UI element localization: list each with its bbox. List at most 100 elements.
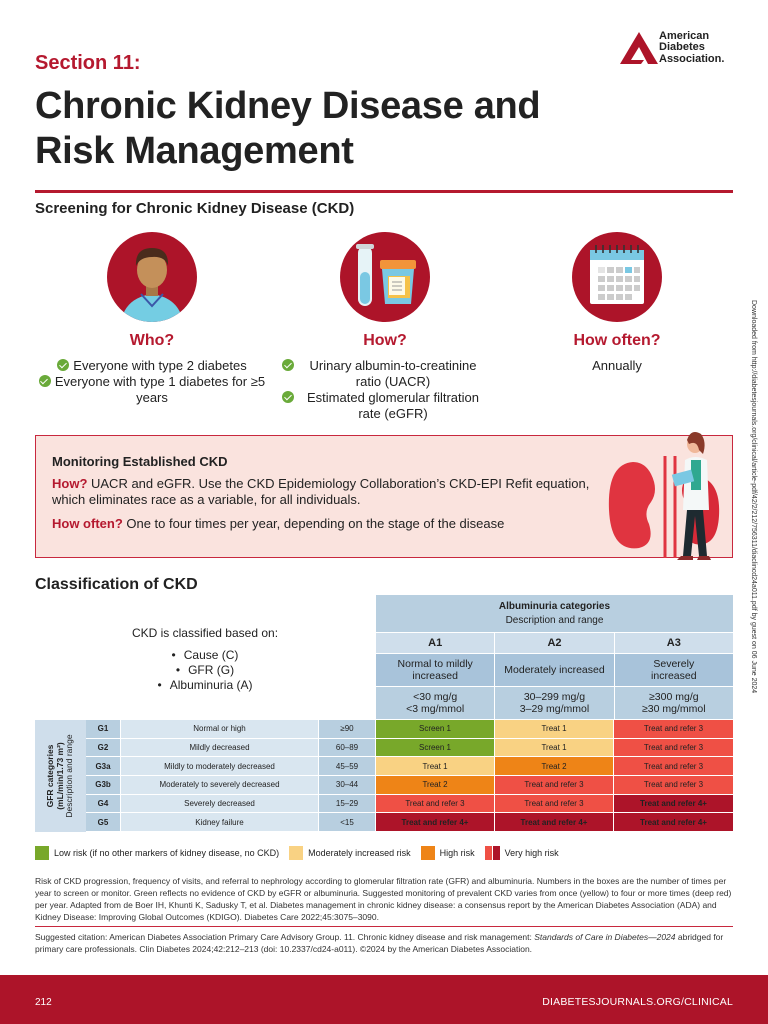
logo-line-3: Association. [659,52,725,65]
gfr-row-g2: G2 Mildly decreased 60–89 Screen 1 Treat 1 Tr… [86,738,733,758]
gfr-code: G5 [86,813,121,832]
legend-item-low: Low risk (if no other markers of kidney … [35,846,279,860]
how-item: Estimated glomerular filtration rate (eG… [265,390,505,422]
screening-column-how-often: How often? Annually [497,232,737,374]
albuminuria-code-a3: A3 [614,633,733,654]
gfr-code: G1 [86,720,121,739]
how-often-title: How often? [573,332,661,349]
gfr-range: <15 [319,813,376,832]
logo-line-1: American [659,29,710,42]
risk-cell-a3: Treat and refer 3 [614,757,733,776]
check-circle-icon [57,359,70,371]
classification-basis: GFR (G) [35,663,375,678]
journal-url-link[interactable]: DIABETESJOURNALS.ORG/CLINICAL [542,996,733,1008]
gfr-category-label: GFR categories (mL/min/1.73 m²) Descript… [35,720,86,832]
screening-column-how: How? Urinary albumin-to-creatinine ratio… [265,232,505,422]
risk-cell-a2: Treat and refer 3 [495,776,614,795]
who-item: Everyone with type 2 diabetes [32,358,272,374]
calendar-icon [572,232,662,322]
risk-cell-a1: Treat and refer 4+ [376,813,495,832]
person-avatar-icon [107,232,197,322]
how-often-item: Annually [592,358,642,373]
albuminuria-header-table: Albuminuria categories Description and r… [376,595,733,720]
gfr-range: 60–89 [319,738,376,758]
monitoring-title: Monitoring Established CKD [52,454,228,469]
risk-cell-a3: Treat and refer 3 [614,776,733,795]
kidney-and-doctor-illustration-icon [608,432,720,560]
albuminuria-desc-a3: Severely increased [614,654,733,687]
page-footer: 212 DIABETESJOURNALS.ORG/CLINICAL [0,975,768,1024]
who-title: Who? [129,332,175,349]
who-items: Everyone with type 2 diabetes Everyone w… [32,358,272,406]
logo-line-2: Diabetes [659,41,705,54]
albuminuria-subtitle: Description and range [505,615,604,626]
risk-cell-a3: Treat and refer 4+ [614,813,733,832]
legend-swatch [420,846,435,860]
albuminuria-code-row: A1 A2 A3 [376,633,733,654]
gfr-description: Moderately to severely decreased [121,776,319,795]
check-circle-icon [282,359,294,371]
risk-cell-a1: Treat 2 [376,776,495,795]
check-circle-icon [282,391,294,403]
page-title: Chronic Kidney Disease and Risk Manageme… [35,84,541,174]
gfr-code: G3a [86,757,121,776]
gfr-row-g4: G4 Severely decreased 15–29 Treat and refer… [86,794,733,814]
albuminuria-desc-a2: Moderately increased [495,654,615,687]
risk-cell-a3: Treat and refer 3 [614,720,733,739]
albuminuria-desc-a1: Normal to mildly increased [376,654,496,687]
page-number: 212 [35,997,52,1008]
table-footnote: Risk of CKD progression, frequency of vi… [35,876,732,922]
albuminuria-range-a1: <30 mg/g <3 mg/mmol [376,687,496,720]
suggested-citation: Suggested citation: American Diabetes As… [35,932,724,954]
risk-cell-a3: Treat and refer 3 [614,738,733,758]
albuminuria-code-a1: A1 [376,633,496,654]
gfr-range: ≥90 [319,720,376,739]
gfr-description: Kidney failure [121,813,319,832]
gfr-row-g5: G5 Kidney failure <15 Treat and refer 4+ Tre… [86,813,733,832]
how-items: Urinary albumin-to-creatinine ratio (UAC… [265,358,505,422]
classification-bases-list: Cause (C) GFR (G) Albuminuria (A) [35,648,375,693]
gfr-range: 30–44 [319,776,376,795]
risk-cell-a2: Treat and refer 3 [495,794,614,814]
legend-swatch [289,846,304,860]
risk-cell-a2: Treat 2 [495,757,614,776]
page-title-line-2: Risk Management [35,130,354,172]
check-circle-icon [38,375,51,387]
title-divider [35,190,733,193]
albuminuria-range-a3: ≥300 mg/g ≥30 mg/mmol [614,687,733,720]
screening-column-who: Who? Everyone with type 2 diabetes Every… [32,232,272,406]
test-tube-and-urine-cup-icon [340,232,430,322]
gfr-code: G4 [86,794,121,814]
risk-legend: Low risk (if no other markers of kidney … [35,846,569,860]
citation-divider [35,926,733,927]
classification-intro: CKD is classified based on: [131,626,279,640]
albuminuria-desc-row: Normal to mildly increased Moderately in… [376,654,733,687]
risk-cell-a2: Treat and refer 4+ [495,813,614,832]
legend-swatch [484,846,492,860]
risk-cell-a2: Treat 1 [495,720,614,739]
gfr-description: Severely decreased [121,794,319,814]
albuminuria-code-a2: A2 [495,633,615,654]
how-item: Urinary albumin-to-creatinine ratio (UAC… [265,358,505,390]
how-title: How? [363,332,407,349]
classification-basis: Cause (C) [35,648,375,663]
classification-heading: Classification of CKD [35,576,198,593]
albuminuria-title-cell: Albuminuria categories Description and r… [376,595,733,633]
gfr-description: Mildly decreased [121,738,319,758]
legend-item-high: High risk [420,846,475,860]
gfr-code: G3b [86,776,121,795]
gfr-row-g1: G1 Normal or high ≥90 Screen 1 Treat 1 Treat … [86,720,733,739]
gfr-description: Normal or high [121,720,319,739]
download-note: Downloaded from http://diabetesjournals.… [750,300,757,694]
risk-cell-a1: Screen 1 [376,738,495,758]
albuminuria-range-row: <30 mg/g <3 mg/mmol 30–299 mg/g 3–29 mg/mm… [376,687,733,720]
section-label: Section 11: [35,52,141,74]
logo-text: American Diabetes Association. [659,29,725,66]
gfr-range: 45–59 [319,757,376,776]
risk-cell-a1: Treat and refer 3 [376,794,495,814]
legend-swatch [492,846,500,860]
risk-cell-a1: Treat 1 [376,757,495,776]
monitoring-how-often: How often? One to four times per year, d… [52,516,505,531]
gfr-description: Mildly to moderately decreased [121,757,319,776]
who-item: Everyone with type 1 diabetes for ≥5 yea… [32,374,272,406]
